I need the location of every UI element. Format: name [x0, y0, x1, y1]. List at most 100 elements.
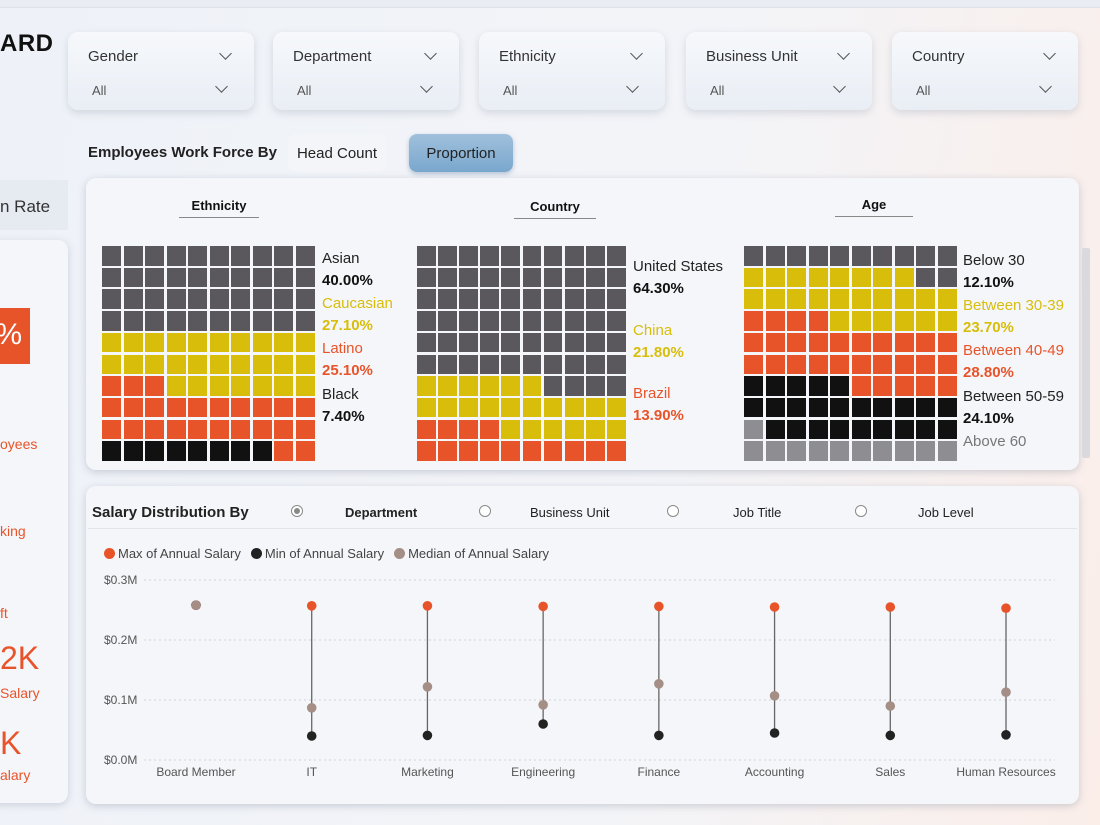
waffle-cell — [501, 354, 521, 374]
kpi-highlight: 2% — [0, 308, 30, 364]
waffle-cell — [188, 419, 208, 440]
median-point[interactable] — [885, 701, 896, 711]
min-point[interactable] — [654, 730, 664, 741]
legend-median[interactable]: Median of Annual Salary — [394, 546, 549, 561]
waffle-cell — [438, 354, 457, 374]
waffle-cell — [102, 267, 122, 288]
waffle-cell — [916, 441, 936, 461]
filter-country[interactable]: Country All — [892, 32, 1078, 110]
waffle-cell — [808, 246, 828, 266]
chevron-down-icon[interactable] — [1043, 47, 1056, 60]
waffle-cell — [102, 246, 122, 266]
scrollbar[interactable] — [1082, 248, 1090, 458]
waffle-cell — [145, 246, 165, 266]
median-point[interactable] — [306, 703, 317, 713]
min-point[interactable] — [769, 728, 780, 738]
waffle-cell — [522, 246, 542, 266]
chevron-down-icon[interactable] — [837, 47, 850, 60]
median-point[interactable] — [769, 691, 780, 701]
tab-proportion[interactable]: Proportion — [409, 134, 513, 172]
chevron-down-icon[interactable] — [626, 80, 639, 93]
waffle-cell — [564, 311, 584, 331]
legend-max[interactable]: Max of Annual Salary — [104, 546, 241, 561]
radio-job-level[interactable] — [855, 505, 867, 517]
max-point[interactable] — [306, 601, 317, 611]
waffle-cell — [585, 246, 605, 266]
waffle-cell — [937, 332, 957, 353]
radio-label-business-unit[interactable]: Business Unit — [530, 505, 610, 520]
waffle-cell — [765, 332, 785, 353]
median-point[interactable] — [1001, 687, 1011, 697]
waffle-cell — [145, 419, 165, 440]
median-point[interactable] — [191, 600, 201, 610]
salary-card — [86, 486, 1079, 804]
y-tick-label: $0.0M — [104, 753, 137, 767]
kpi2-value: 2K — [0, 640, 40, 676]
median-point[interactable] — [654, 679, 664, 689]
tab-head-count[interactable]: Head Count — [288, 134, 386, 172]
max-point[interactable] — [1001, 603, 1011, 613]
waffle-cell — [417, 332, 436, 353]
filter-gender[interactable]: Gender All — [68, 32, 254, 110]
x-tick-label: Accounting — [745, 765, 804, 779]
waffle-cell — [231, 311, 251, 331]
waffle-cell — [564, 354, 584, 374]
waffle-cell — [501, 376, 521, 396]
rate-tab[interactable]: n Rate — [0, 180, 68, 230]
radio-business-unit[interactable] — [479, 505, 491, 517]
waffle-cell — [102, 311, 122, 331]
waffle-cell — [480, 354, 500, 374]
median-point[interactable] — [538, 700, 548, 710]
filter-business-unit[interactable]: Business Unit All — [686, 32, 872, 110]
radio-job-title[interactable] — [667, 505, 679, 517]
max-point[interactable] — [885, 602, 896, 612]
min-point[interactable] — [422, 730, 433, 741]
waffle-cell — [744, 376, 764, 396]
chevron-down-icon[interactable] — [630, 47, 643, 60]
chevron-down-icon[interactable] — [219, 47, 232, 60]
waffle-cell — [937, 397, 957, 418]
waffle-cell — [459, 289, 479, 309]
waffle-cell — [123, 246, 143, 266]
radio-department[interactable] — [291, 505, 303, 517]
max-point[interactable] — [538, 601, 548, 612]
min-point[interactable] — [885, 730, 896, 741]
waffle-cell — [438, 419, 457, 440]
workforce-label: Employees Work Force By — [88, 144, 277, 161]
min-point[interactable] — [1001, 730, 1011, 740]
max-point[interactable] — [654, 601, 664, 612]
x-tick-label: Marketing — [401, 765, 454, 779]
chevron-down-icon[interactable] — [1039, 80, 1052, 93]
waffle-cell — [123, 311, 143, 331]
min-point[interactable] — [306, 731, 317, 741]
waffle-cell — [252, 311, 272, 331]
waffle-cell — [188, 246, 208, 266]
radio-label-job-level[interactable]: Job Level — [918, 505, 974, 520]
chevron-down-icon[interactable] — [215, 80, 228, 93]
dashboard-title: ARD — [0, 30, 54, 57]
legend-min[interactable]: Min of Annual Salary — [250, 546, 384, 561]
chevron-down-icon[interactable] — [833, 80, 846, 93]
radio-label-department[interactable]: Department — [345, 505, 418, 520]
filter-department[interactable]: Department All — [273, 32, 459, 110]
waffle-cell — [744, 397, 764, 418]
working-label: king — [0, 523, 26, 539]
waffle-title-country: Country — [514, 199, 596, 219]
legend-above-60: Above 60 — [963, 433, 1027, 450]
filter-ethnicity[interactable]: Ethnicity All — [479, 32, 665, 110]
waffle-cell — [166, 354, 186, 374]
waffle-cell — [459, 354, 479, 374]
radio-label-job-title[interactable]: Job Title — [733, 505, 782, 520]
employees-label: oyees — [0, 436, 38, 452]
waffle-cell — [894, 397, 914, 418]
chevron-down-icon[interactable] — [424, 47, 437, 60]
waffle-cell — [808, 311, 828, 331]
waffle-cell — [916, 289, 936, 309]
filter-label: Gender — [88, 48, 139, 65]
min-point[interactable] — [538, 719, 548, 729]
chevron-down-icon[interactable] — [420, 80, 433, 93]
max-point[interactable] — [422, 601, 433, 611]
max-point[interactable] — [769, 602, 780, 612]
waffle-cell — [585, 267, 605, 288]
median-point[interactable] — [422, 682, 433, 692]
